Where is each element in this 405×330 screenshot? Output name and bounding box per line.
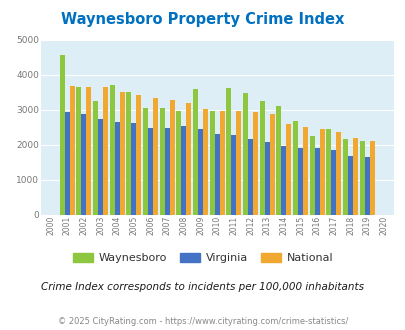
Bar bbox=[347, 156, 352, 214]
Bar bbox=[169, 100, 174, 214]
Bar bbox=[276, 106, 281, 214]
Bar bbox=[286, 124, 291, 214]
Bar bbox=[292, 121, 297, 214]
Bar bbox=[243, 93, 247, 214]
Bar bbox=[359, 141, 364, 214]
Bar bbox=[198, 129, 202, 214]
Bar bbox=[214, 134, 219, 214]
Bar bbox=[302, 127, 307, 214]
Text: Crime Index corresponds to incidents per 100,000 inhabitants: Crime Index corresponds to incidents per… bbox=[41, 282, 364, 292]
Bar bbox=[269, 114, 274, 214]
Bar bbox=[364, 157, 369, 214]
Bar bbox=[159, 108, 164, 214]
Bar bbox=[164, 128, 169, 214]
Bar bbox=[326, 129, 330, 214]
Text: Waynesboro Property Crime Index: Waynesboro Property Crime Index bbox=[61, 12, 344, 26]
Bar bbox=[330, 150, 335, 214]
Bar bbox=[226, 87, 231, 214]
Bar bbox=[186, 103, 191, 214]
Bar bbox=[76, 87, 81, 214]
Bar bbox=[98, 119, 103, 214]
Text: © 2025 CityRating.com - https://www.cityrating.com/crime-statistics/: © 2025 CityRating.com - https://www.city… bbox=[58, 317, 347, 326]
Bar bbox=[93, 101, 98, 214]
Bar bbox=[109, 85, 115, 214]
Bar bbox=[236, 111, 241, 214]
Bar bbox=[136, 94, 141, 214]
Bar bbox=[352, 138, 357, 214]
Bar bbox=[342, 139, 347, 214]
Bar bbox=[176, 111, 181, 214]
Bar bbox=[231, 135, 236, 214]
Bar bbox=[103, 87, 108, 214]
Bar bbox=[247, 139, 252, 214]
Bar bbox=[219, 111, 224, 214]
Bar bbox=[281, 146, 286, 214]
Bar bbox=[81, 114, 86, 214]
Legend: Waynesboro, Virginia, National: Waynesboro, Virginia, National bbox=[68, 248, 337, 268]
Bar bbox=[126, 92, 131, 214]
Bar bbox=[192, 89, 198, 214]
Bar bbox=[153, 98, 158, 214]
Bar bbox=[369, 141, 374, 214]
Bar bbox=[60, 55, 65, 214]
Bar bbox=[181, 126, 186, 214]
Bar bbox=[119, 92, 124, 214]
Bar bbox=[209, 111, 214, 214]
Bar bbox=[86, 87, 91, 214]
Bar bbox=[143, 108, 148, 214]
Bar bbox=[297, 148, 302, 214]
Bar bbox=[264, 143, 269, 214]
Bar bbox=[202, 109, 207, 214]
Bar bbox=[259, 101, 264, 214]
Bar bbox=[131, 123, 136, 214]
Bar bbox=[309, 136, 314, 214]
Bar bbox=[314, 148, 319, 214]
Bar bbox=[115, 122, 119, 214]
Bar bbox=[70, 86, 75, 214]
Bar bbox=[65, 112, 70, 214]
Bar bbox=[335, 132, 341, 214]
Bar bbox=[148, 128, 153, 214]
Bar bbox=[319, 129, 324, 214]
Bar bbox=[252, 112, 258, 214]
